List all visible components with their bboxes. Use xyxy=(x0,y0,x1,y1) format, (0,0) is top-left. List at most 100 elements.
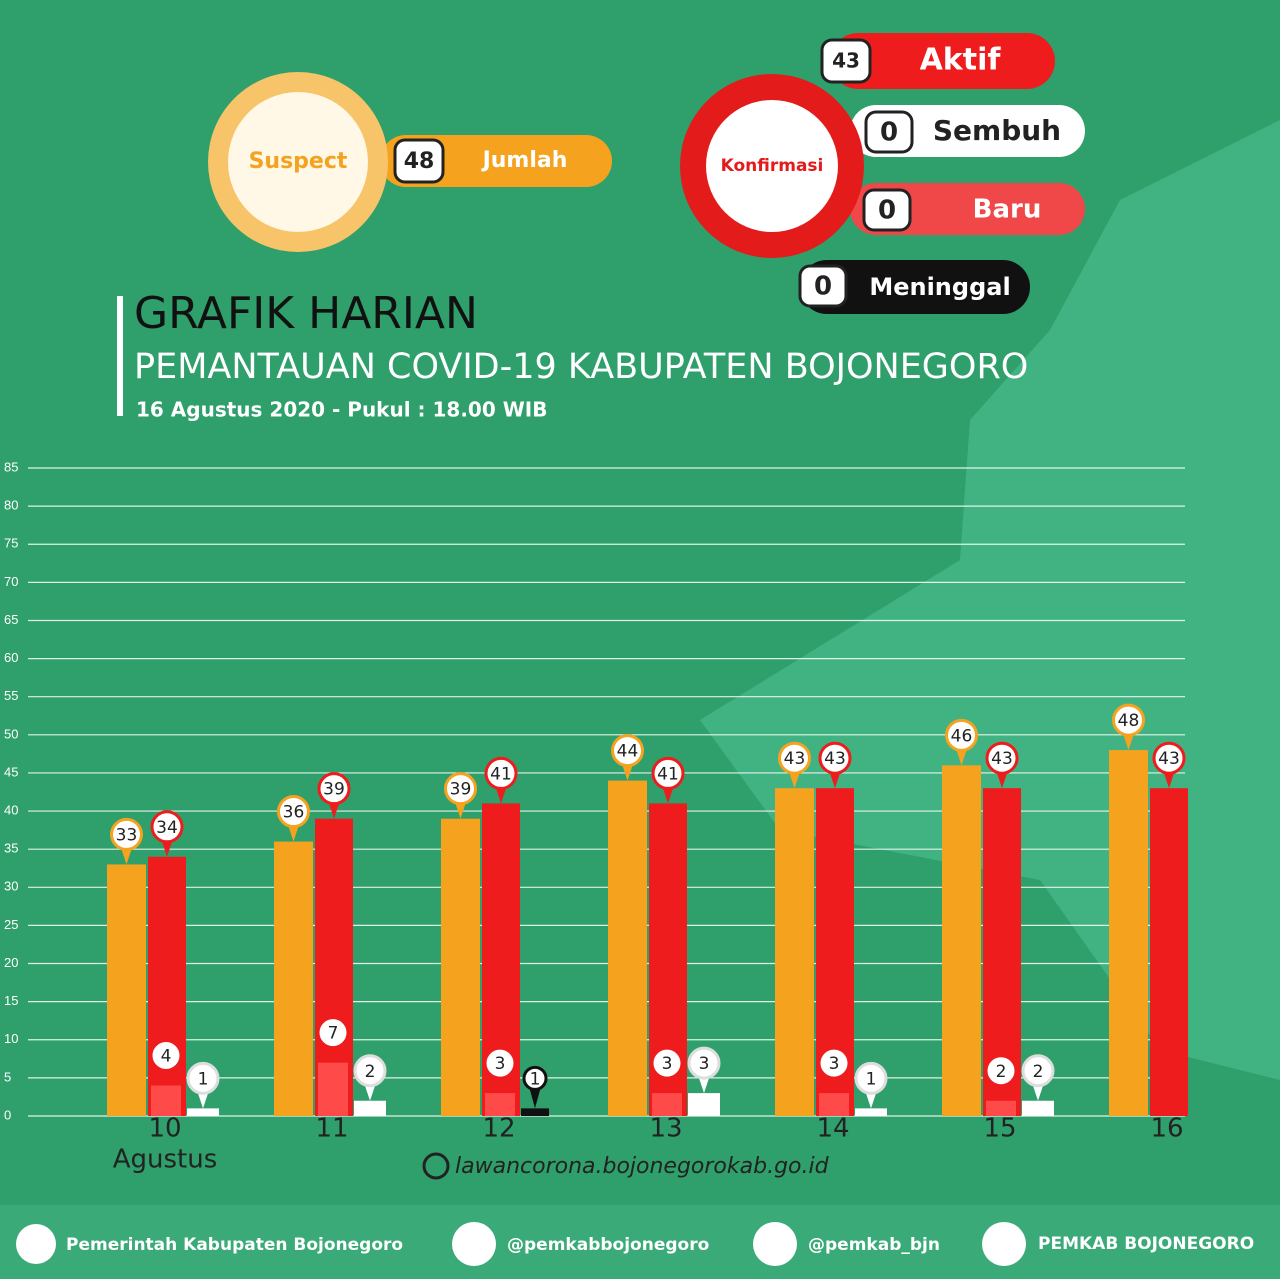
label-pin xyxy=(120,846,133,865)
value-label: 1 xyxy=(530,1069,541,1089)
footer-band xyxy=(0,1205,1280,1279)
footer-twitter: @pemkab_bjn xyxy=(808,1235,940,1255)
value-label: 34 xyxy=(156,818,178,838)
y-tick-label: 0 xyxy=(4,1107,11,1122)
value-label: 39 xyxy=(323,780,345,800)
active-caption: Aktif xyxy=(920,43,1002,78)
chart-title: GRAFIK HARIAN xyxy=(134,288,478,339)
globe-icon xyxy=(422,1152,450,1180)
y-tick-label: 10 xyxy=(4,1031,18,1046)
label-pin xyxy=(454,800,467,819)
label-pin xyxy=(995,1082,1007,1101)
bar xyxy=(652,1093,682,1116)
bar xyxy=(107,864,146,1116)
chart-subtitle: PEMANTAUAN COVID-19 KABUPATEN BOJONEGORO xyxy=(134,347,1028,387)
label-pin xyxy=(495,785,507,804)
bar xyxy=(775,788,814,1116)
value-label: 3 xyxy=(699,1054,710,1074)
label-bubble xyxy=(277,795,310,829)
label-bubble xyxy=(186,1061,220,1095)
label-bubble xyxy=(522,1065,548,1091)
label-pin xyxy=(1122,732,1135,751)
label-pin xyxy=(327,1044,339,1063)
y-tick-label: 55 xyxy=(4,688,18,703)
deaths-value: 0 xyxy=(814,272,832,302)
value-label: 43 xyxy=(1158,749,1180,769)
confirmed-label: Konfirmasi xyxy=(721,156,824,176)
website: lawancorona.bojonegorokab.go.id xyxy=(455,1154,830,1179)
bar xyxy=(318,1062,348,1116)
label-bubble xyxy=(444,772,477,806)
bar xyxy=(942,765,981,1116)
label-pin xyxy=(996,770,1008,789)
suspect-badge xyxy=(393,138,445,184)
value-label: 3 xyxy=(662,1054,673,1074)
label-pin xyxy=(661,1075,673,1094)
title-bar xyxy=(117,296,123,416)
bar xyxy=(819,1093,849,1116)
footer-instagram: @pemkabbojonegoro xyxy=(507,1235,709,1255)
value-label: 41 xyxy=(490,764,512,784)
footer-youtube: PEMKAB BOJONEGORO xyxy=(1038,1234,1254,1254)
value-label: 4 xyxy=(161,1047,172,1067)
label-pin xyxy=(160,1067,172,1086)
label-pin xyxy=(955,747,968,766)
label-bubble xyxy=(1112,703,1145,737)
label-pin xyxy=(197,1090,209,1109)
value-label: 48 xyxy=(1118,711,1140,731)
youtube-icon xyxy=(982,1222,1026,1266)
y-tick-label: 85 xyxy=(4,459,18,474)
value-label: 43 xyxy=(824,749,846,769)
bar xyxy=(855,1108,887,1116)
label-pin xyxy=(865,1090,877,1109)
label-pin xyxy=(529,1086,541,1109)
value-label: 1 xyxy=(198,1069,209,1089)
x-tick-label: 15 xyxy=(983,1114,1016,1144)
active-pill xyxy=(830,33,1055,89)
x-tick-label: 10 xyxy=(148,1114,181,1144)
facebook-icon xyxy=(16,1224,56,1264)
label-pin xyxy=(698,1075,710,1094)
x-tick-label: 11 xyxy=(315,1114,348,1144)
label-bubble xyxy=(687,1046,721,1080)
value-label: 1 xyxy=(866,1069,877,1089)
value-label: 41 xyxy=(657,764,679,784)
label-bubble xyxy=(984,1054,1018,1088)
label-pin xyxy=(662,785,674,804)
value-label: 2 xyxy=(996,1062,1007,1082)
value-label: 44 xyxy=(617,742,639,762)
bar xyxy=(274,841,313,1116)
x-tick-label: 14 xyxy=(816,1114,849,1144)
bar xyxy=(521,1108,549,1116)
new-badge xyxy=(862,188,912,232)
y-tick-label: 80 xyxy=(4,498,18,513)
twitter-icon xyxy=(753,1222,797,1266)
bar xyxy=(986,1100,1016,1116)
y-tick-label: 75 xyxy=(4,536,18,551)
label-pin xyxy=(788,770,801,789)
instagram-icon xyxy=(452,1222,496,1266)
x-tick-label: 12 xyxy=(482,1114,515,1144)
label-bubble xyxy=(483,1046,517,1080)
y-tick-label: 50 xyxy=(4,726,18,741)
label-bubble xyxy=(317,772,351,806)
value-label: 2 xyxy=(1033,1062,1044,1082)
label-pin xyxy=(328,800,340,819)
label-pin xyxy=(621,762,634,781)
y-tick-label: 65 xyxy=(4,612,18,627)
y-tick-label: 30 xyxy=(4,879,18,894)
bar xyxy=(608,780,647,1116)
value-label: 43 xyxy=(991,749,1013,769)
value-label: 43 xyxy=(784,749,806,769)
label-pin xyxy=(161,838,173,857)
deaths-caption: Meninggal xyxy=(869,273,1010,301)
x-tick-label: 16 xyxy=(1150,1114,1183,1144)
label-bubble xyxy=(817,1046,851,1080)
value-label: 2 xyxy=(365,1062,376,1082)
recovered-value: 0 xyxy=(880,118,898,148)
label-pin xyxy=(494,1075,506,1094)
active-badge xyxy=(820,38,872,84)
suspect-value: 48 xyxy=(404,149,435,174)
value-label: 46 xyxy=(951,726,973,746)
